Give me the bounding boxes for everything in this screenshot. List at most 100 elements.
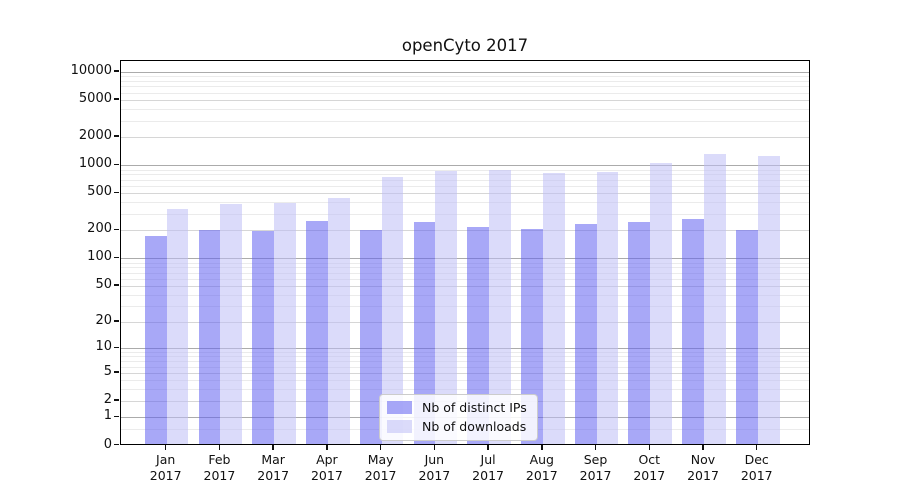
bar-distinct-ips-jun [413,221,436,445]
x-axis-tick-label: May 2017 [353,452,409,483]
gridline-minor [121,86,809,88]
x-axis-tick-label: Sep 2017 [568,452,624,483]
y-axis-tick [114,346,119,348]
bar-distinct-ips-jan [144,236,167,445]
x-axis-tick-label-line: Oct [638,452,661,467]
y-axis-tick-label: 2 [103,391,112,407]
x-axis-tick-label-line: Apr [316,452,338,467]
gridline-minor [121,262,809,264]
bar-distinct-ips-sep [574,223,597,445]
gridline-minor [121,352,809,354]
y-axis-tick [114,399,119,401]
x-axis-tick [487,445,489,450]
bar-downloads-nov [704,153,726,445]
x-axis-tick-label-line: Jul [480,452,496,467]
gridline-minor [121,356,809,358]
x-axis-tick [433,445,436,450]
gridline-minor [121,389,809,391]
x-axis-tick-label-line: May [367,452,394,467]
y-axis-tick-label: 5 [103,363,112,379]
x-axis-tick-label: Oct 2017 [621,452,677,483]
gridline-minor [121,380,809,382]
x-axis-tick [648,445,650,450]
x-axis-tick-label-line: Feb [208,452,231,467]
y-axis-tick [114,191,119,194]
legend-label-distinct-ips: Nb of distinct IPs [422,400,527,415]
x-axis-tick-label-line: Jan [156,452,176,467]
legend: Nb of distinct IPs Nb of downloads [379,394,538,441]
y-axis-tick [114,163,119,165]
x-axis-tick-label: Nov 2017 [675,452,731,483]
gridline-minor [121,366,809,368]
bar-distinct-ips-feb [198,230,221,445]
y-axis-tick [114,98,119,100]
bar-distinct-ips-mar [252,231,275,445]
x-axis-tick-label-line: Nov [690,452,716,467]
bar-downloads-jan [166,208,189,445]
gridline-major [121,71,809,73]
bar-downloads-mar [274,202,296,445]
y-axis-tick-label: 10 [95,339,112,355]
gridline-major [121,258,809,260]
gridline-minor [121,174,809,176]
bar-distinct-ips-oct [628,222,651,445]
gridline-minor [121,202,809,204]
x-axis-tick-label-line: 2017 [418,467,451,483]
gridline-major [121,348,809,350]
x-axis-tick-label: Feb 2017 [191,452,247,483]
x-axis-tick-label-line: 2017 [740,467,773,483]
x-axis-tick [756,445,758,450]
legend-label-downloads: Nb of downloads [422,419,527,434]
gridline-labeled [121,100,809,101]
y-axis-tick-label: 1 [103,408,112,424]
bar-downloads-jul [489,170,511,445]
x-axis-tick-label-line: 2017 [472,467,504,483]
y-axis-tick [114,320,119,322]
plot-area [120,60,810,445]
gridline-labeled [121,137,809,139]
x-axis-tick-label: Jan 2017 [138,452,194,483]
x-axis-tick [165,445,167,450]
x-axis-tick-label-line: Jun [424,452,445,467]
y-axis-tick-label: 0 [103,436,112,452]
bar-distinct-ips-apr [306,220,328,445]
x-axis-tick [218,445,221,450]
bar-distinct-ips-aug [521,228,543,445]
gridline-minor [121,361,809,363]
gridline-minor [121,179,809,181]
x-axis-tick-label-line: 2017 [364,467,397,483]
bar-downloads-may [381,176,404,445]
y-axis-tick-label: 5000 [78,91,112,106]
x-axis-tick-label: Aug 2017 [514,452,570,483]
y-axis-tick [114,228,119,231]
gridline-minor [121,76,809,78]
bar-downloads-apr [327,197,350,445]
x-axis-tick-label-line: 2017 [687,467,719,483]
y-axis-tick-label: 500 [87,184,112,200]
gridline-minor [121,267,809,269]
gridline-minor [121,278,809,280]
y-axis-tick [114,284,119,286]
gridline-minor [121,185,809,187]
y-axis-tick-label: 100 [87,249,112,265]
bar-distinct-ips-may [359,229,382,445]
x-axis-tick-label-line: 2017 [203,467,236,483]
y-axis-tick-label: 10000 [70,62,112,78]
y-axis-tick [114,415,119,418]
gridline-minor [121,272,809,274]
x-axis-tick [326,445,328,450]
gridline-minor [121,214,809,215]
x-axis-tick-label-line: 2017 [525,467,558,483]
y-axis-tick [114,443,119,446]
y-axis-tick [114,70,119,72]
gridline-minor [121,109,809,111]
bar-downloads-feb [220,204,243,445]
x-axis-tick-label-line: 2017 [149,467,182,483]
gridline-minor [121,294,809,296]
gridline-labeled [121,372,809,374]
y-axis-tick-label: 200 [87,221,112,237]
y-axis-tick-label: 50 [95,277,112,292]
gridline-minor [121,169,809,171]
gridline-minor [121,80,809,82]
